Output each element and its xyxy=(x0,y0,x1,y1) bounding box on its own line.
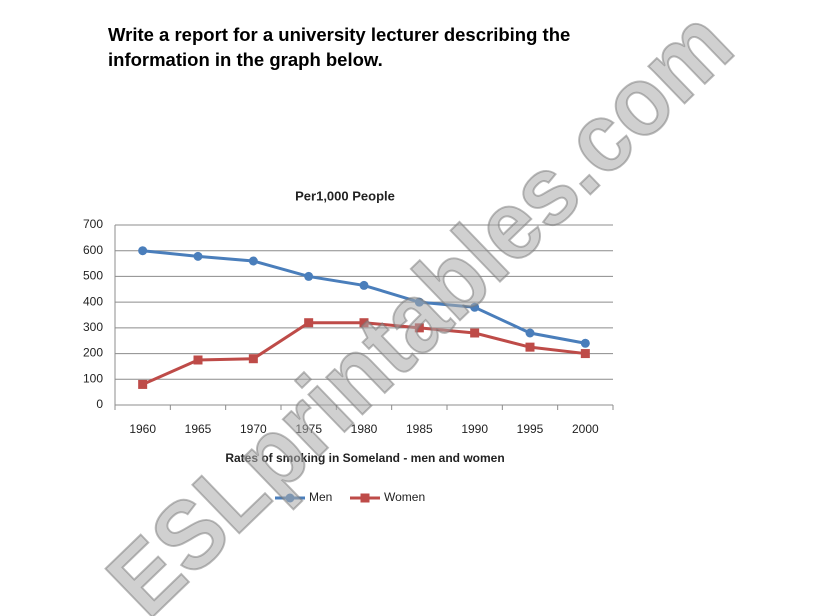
data-point xyxy=(525,342,535,352)
y-tick-label: 400 xyxy=(83,294,103,308)
data-point xyxy=(525,328,535,338)
y-tick-label: 0 xyxy=(96,397,103,411)
data-point xyxy=(414,297,424,307)
data-point xyxy=(304,318,314,328)
y-tick-label: 600 xyxy=(83,243,103,257)
x-tick-label: 1970 xyxy=(240,422,267,436)
data-point xyxy=(304,271,314,281)
data-point xyxy=(470,302,480,312)
y-tick-label: 700 xyxy=(83,217,103,231)
legend-marker xyxy=(360,493,370,503)
x-axis-label: Rates of smoking in Someland - men and w… xyxy=(225,451,504,465)
data-point xyxy=(138,246,148,256)
chart-title: Per1,000 People xyxy=(295,188,395,203)
x-tick-label: 1975 xyxy=(295,422,322,436)
x-tick-label: 1980 xyxy=(351,422,378,436)
y-tick-label: 100 xyxy=(83,371,103,385)
watermark: ESLprintables.com xyxy=(86,0,752,616)
y-tick-label: 500 xyxy=(83,269,103,283)
x-tick-label: 1990 xyxy=(461,422,488,436)
x-tick-label: 2000 xyxy=(572,422,599,436)
x-tick-label: 1985 xyxy=(406,422,433,436)
x-tick-label: 1960 xyxy=(129,422,156,436)
data-point xyxy=(580,338,590,348)
legend-label: Men xyxy=(309,490,332,504)
data-point xyxy=(193,251,203,261)
x-tick-label: 1965 xyxy=(185,422,212,436)
legend-marker xyxy=(285,493,295,503)
instruction: Write a report for a university lecturer… xyxy=(108,24,571,70)
data-point xyxy=(580,349,590,359)
data-point xyxy=(193,355,203,365)
x-tick-label: 1995 xyxy=(517,422,544,436)
data-point xyxy=(359,318,369,328)
data-point xyxy=(470,328,480,338)
data-point xyxy=(248,354,258,364)
data-point xyxy=(138,379,148,389)
legend-label: Women xyxy=(384,490,425,504)
data-point xyxy=(359,280,369,290)
y-tick-label: 300 xyxy=(83,320,103,334)
data-point xyxy=(414,323,424,333)
data-point xyxy=(248,256,258,266)
y-tick-label: 200 xyxy=(83,346,103,360)
